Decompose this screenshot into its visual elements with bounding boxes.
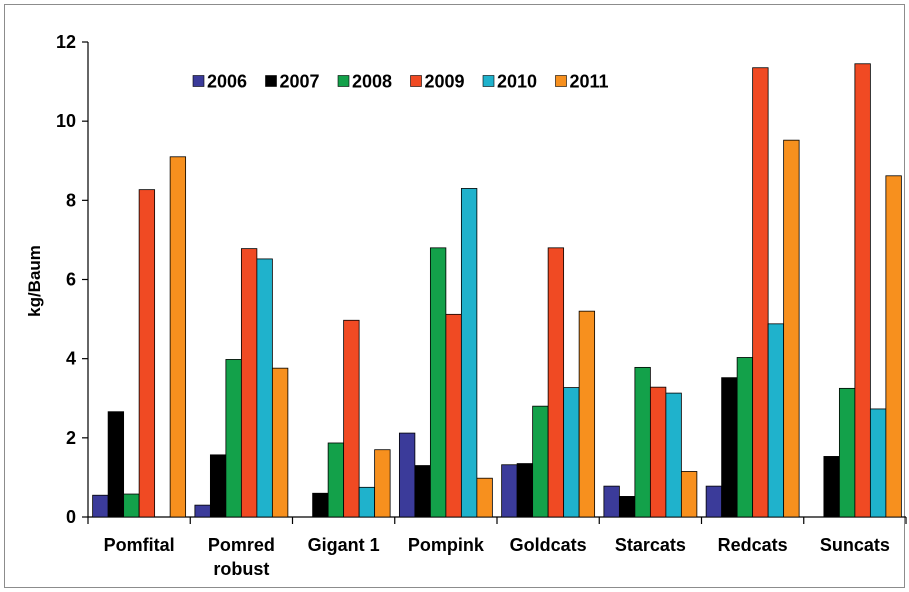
- y-tick-label: 4: [66, 349, 76, 369]
- bar-2006: [603, 485, 620, 518]
- x-tick-label: Pomred: [208, 535, 275, 555]
- x-tick-label: Redcats: [718, 535, 788, 555]
- legend-label-2010: 2010: [497, 72, 537, 92]
- bar-2010: [256, 258, 273, 518]
- x-tick-label: Pompink: [408, 535, 485, 555]
- bar-2008: [225, 359, 242, 518]
- y-tick-label: 0: [66, 507, 76, 527]
- bar-2011: [680, 471, 698, 518]
- legend-swatch-2007: [265, 75, 277, 87]
- bar-2007: [618, 496, 636, 518]
- bar-2010: [869, 408, 887, 518]
- bar-2008: [429, 247, 447, 518]
- x-tick-label: Goldcats: [510, 535, 587, 555]
- bar-2010: [460, 188, 478, 518]
- legend: 2006 2007 2008 2009 2010 2011: [192, 72, 609, 92]
- legend-swatch-2009: [410, 75, 422, 87]
- y-tick-label: 12: [56, 32, 76, 52]
- bar-2007: [823, 456, 840, 518]
- bar-2009: [854, 63, 871, 518]
- bar-2008: [123, 493, 140, 518]
- bar-2009: [445, 313, 462, 518]
- legend-label-2006: 2006: [207, 72, 247, 92]
- bar-2007: [516, 463, 534, 518]
- bar-2009: [752, 67, 769, 518]
- bar-2011: [271, 367, 289, 518]
- legend-label-2009: 2009: [425, 72, 465, 92]
- x-tick-label: robust: [213, 559, 269, 579]
- bar-2007: [209, 454, 227, 518]
- legend-swatch-2006: [192, 75, 205, 87]
- bar-2007: [107, 411, 125, 518]
- bar-2009: [240, 248, 258, 518]
- bar-2010: [563, 387, 580, 518]
- bar-2007: [312, 492, 329, 518]
- bar-2006: [501, 464, 518, 518]
- bar-2010: [358, 486, 376, 518]
- bar-2009: [547, 247, 565, 518]
- bar-2010: [665, 392, 682, 518]
- y-tick-label: 2: [66, 428, 76, 448]
- legend-swatch-2008: [337, 75, 350, 87]
- bar-2007: [414, 465, 431, 518]
- bar-2009: [343, 319, 360, 518]
- bar-2008: [634, 366, 651, 518]
- bar-2006: [705, 485, 723, 518]
- legend-swatch-2010: [482, 75, 495, 87]
- bar-2006: [398, 432, 416, 518]
- bar-2008: [838, 387, 856, 518]
- x-tick-label: Pomfital: [104, 535, 175, 555]
- bar-2011: [885, 175, 902, 518]
- x-tick-label: Suncats: [820, 535, 890, 555]
- bar-2011: [783, 139, 800, 518]
- bar-2006: [194, 504, 211, 518]
- bar-2007: [721, 377, 738, 518]
- bar-2008: [736, 357, 754, 518]
- y-tick-label: 10: [56, 111, 76, 131]
- bar-2009: [138, 189, 156, 518]
- bar-2011: [169, 156, 187, 518]
- y-tick-label: 6: [66, 270, 76, 290]
- bar-2009: [649, 386, 667, 518]
- bar-2010: [767, 323, 785, 518]
- bar-2006: [92, 494, 109, 518]
- x-tick-label: Gigant 1: [308, 535, 380, 555]
- y-axis-title: kg/Baum: [25, 245, 44, 317]
- legend-label-2007: 2007: [280, 72, 320, 92]
- plot-area: 0 2 4 6 8 10 12 Pomfital Pomred robust Gigant 1 Pom…: [56, 32, 907, 579]
- y-tick-label: 8: [66, 190, 76, 210]
- bar-2011: [578, 310, 596, 518]
- bar-2008: [532, 405, 549, 518]
- bar-2008: [327, 442, 345, 518]
- bar-2011: [374, 449, 391, 518]
- legend-label-2011: 2011: [570, 72, 609, 92]
- legend-swatch-2011: [555, 75, 567, 87]
- x-tick-label: Starcats: [615, 535, 686, 555]
- legend-label-2008: 2008: [352, 72, 392, 92]
- bar-2011: [476, 477, 493, 518]
